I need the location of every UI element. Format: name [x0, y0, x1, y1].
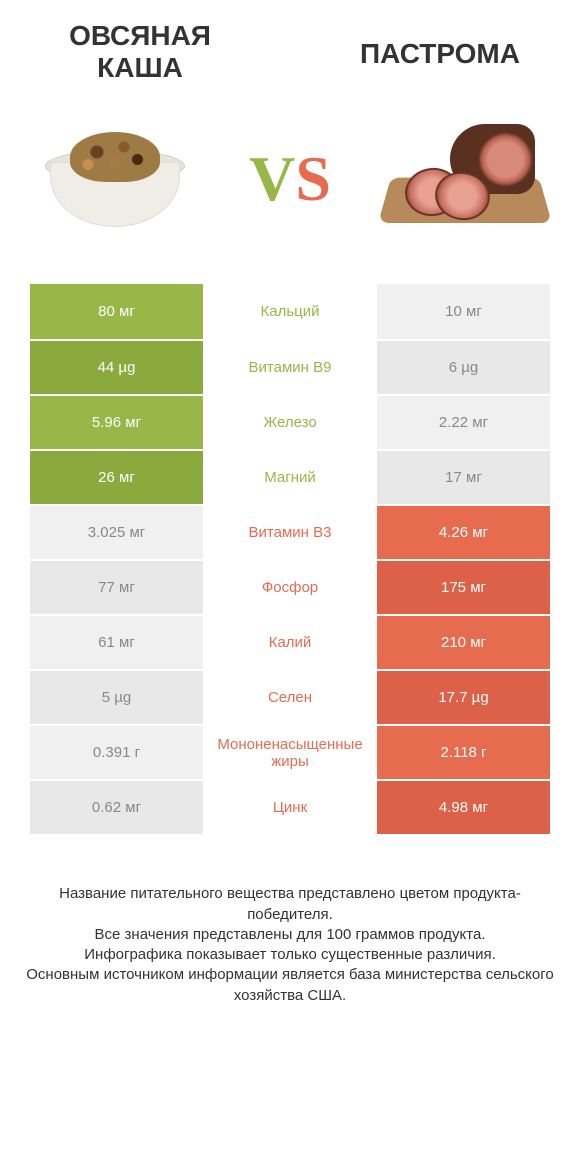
left-value: 5 µg — [30, 671, 203, 724]
footer-line-2: Все значения представлены для 100 граммо… — [20, 925, 560, 945]
right-value: 2.118 г — [377, 726, 550, 779]
right-value: 10 мг — [377, 284, 550, 339]
nutrient-row: 44 µgВитамин B96 µg — [30, 339, 550, 394]
nutrient-name: Магний — [203, 451, 377, 504]
left-value: 77 мг — [30, 561, 203, 614]
right-value: 17.7 µg — [377, 671, 550, 724]
left-value: 26 мг — [30, 451, 203, 504]
left-value: 3.025 мг — [30, 506, 203, 559]
hero-row: VS — [0, 84, 580, 284]
nutrient-name: Цинк — [203, 781, 377, 834]
nutrient-row: 3.025 мгВитамин B34.26 мг — [30, 504, 550, 559]
left-value: 80 мг — [30, 284, 203, 339]
nutrient-name: Витамин B3 — [203, 506, 377, 559]
nutrient-name: Фосфор — [203, 561, 377, 614]
right-value: 2.22 мг — [377, 396, 550, 449]
nutrient-row: 5.96 мгЖелезо2.22 мг — [30, 394, 550, 449]
left-value: 5.96 мг — [30, 396, 203, 449]
right-value: 6 µg — [377, 341, 550, 394]
nutrient-name: Селен — [203, 671, 377, 724]
nutrient-row: 0.62 мгЦинк4.98 мг — [30, 779, 550, 834]
footer-line-4: Основным источником информации является … — [20, 965, 560, 1006]
oatmeal-image — [30, 109, 200, 249]
nutrient-row: 5 µgСелен17.7 µg — [30, 669, 550, 724]
right-value: 175 мг — [377, 561, 550, 614]
nutrient-name: Витамин B9 — [203, 341, 377, 394]
nutrient-row: 61 мгКалий210 мг — [30, 614, 550, 669]
footer-line-3: Инфографика показывает только существенн… — [20, 945, 560, 965]
nutrient-row: 0.391 гМононенасыщенные жиры2.118 г — [30, 724, 550, 779]
pastrami-image — [380, 109, 550, 249]
left-food-title: ОВСЯНАЯ КАША — [30, 20, 250, 84]
vs-label: VS — [249, 142, 331, 216]
right-value: 210 мг — [377, 616, 550, 669]
header: ОВСЯНАЯ КАША ПАСТРОМА — [0, 0, 580, 84]
footer-line-1: Название питательного вещества представл… — [20, 884, 560, 925]
nutrient-row: 77 мгФосфор175 мг — [30, 559, 550, 614]
left-value: 0.62 мг — [30, 781, 203, 834]
nutrient-row: 26 мгМагний17 мг — [30, 449, 550, 504]
vs-v: V — [249, 143, 295, 214]
right-food-title: ПАСТРОМА — [330, 20, 550, 70]
vs-s: S — [295, 143, 331, 214]
left-value: 61 мг — [30, 616, 203, 669]
left-value: 0.391 г — [30, 726, 203, 779]
footer-notes: Название питательного вещества представл… — [0, 834, 580, 1006]
nutrient-name: Железо — [203, 396, 377, 449]
nutrient-name: Калий — [203, 616, 377, 669]
right-value: 17 мг — [377, 451, 550, 504]
left-value: 44 µg — [30, 341, 203, 394]
nutrient-name: Мононенасыщенные жиры — [203, 726, 377, 779]
nutrient-name: Кальций — [203, 284, 377, 339]
nutrient-row: 80 мгКальций10 мг — [30, 284, 550, 339]
right-value: 4.26 мг — [377, 506, 550, 559]
nutrient-table: 80 мгКальций10 мг44 µgВитамин B96 µg5.96… — [30, 284, 550, 834]
right-value: 4.98 мг — [377, 781, 550, 834]
